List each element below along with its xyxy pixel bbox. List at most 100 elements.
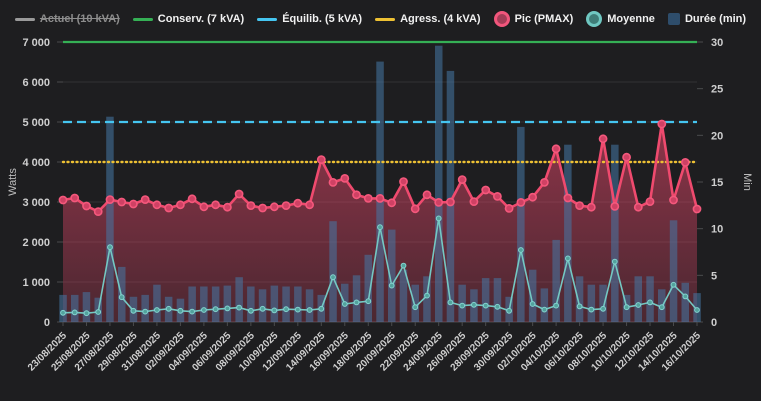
duree-bar <box>481 278 490 322</box>
data-point <box>540 177 549 187</box>
duree-bar <box>82 292 91 322</box>
data-point <box>330 274 336 281</box>
data-point <box>318 305 325 312</box>
duree-bar <box>305 289 314 322</box>
data-point <box>375 193 385 203</box>
data-point <box>234 189 244 199</box>
legend-marker-moyenne-circle-icon <box>586 11 603 27</box>
data-point <box>340 173 350 183</box>
data-point <box>236 304 243 311</box>
data-point <box>516 197 526 207</box>
data-point <box>189 308 196 315</box>
duree-bar <box>669 220 678 322</box>
duree-bar <box>141 294 149 322</box>
data-point <box>258 203 267 213</box>
duree-bar <box>493 278 502 322</box>
data-point <box>352 190 361 200</box>
data-point <box>140 195 150 204</box>
data-point <box>435 215 442 222</box>
data-point <box>445 197 455 207</box>
legend-item-equilib[interactable]: Équilib. (5 kVA) <box>257 13 362 25</box>
duree-bar <box>258 289 267 322</box>
x-axis-labels: 23/08/202525/08/202527/08/202529/08/2025… <box>26 322 703 374</box>
y-left-tick-label: 4 000 <box>22 157 50 169</box>
data-point <box>528 192 537 202</box>
data-point <box>71 309 78 316</box>
duree-bar <box>364 254 372 322</box>
data-point <box>645 197 655 206</box>
y-right-tick-label: 15 <box>711 177 723 189</box>
data-point <box>424 292 430 299</box>
duree-bar <box>106 116 114 322</box>
duree-bar <box>599 284 607 322</box>
duree-bars[interactable] <box>59 45 701 323</box>
legend-item-moyenne[interactable]: Moyenne <box>586 11 655 27</box>
legend-label-pic: Pic (PMAX) <box>514 13 574 25</box>
legend-item-pic-pmax[interactable]: Pic (PMAX) <box>493 11 574 27</box>
data-point <box>633 202 643 212</box>
data-point <box>410 204 420 214</box>
legend-marker-pic-circle-icon <box>493 11 510 27</box>
duree-bar <box>270 285 279 322</box>
pic-pmax-series[interactable] <box>58 119 702 216</box>
moyenne-series[interactable] <box>60 215 700 317</box>
duree-bar <box>71 294 79 322</box>
duree-bar <box>399 269 408 322</box>
legend-marker-conserv-line-icon <box>132 17 153 21</box>
data-point <box>271 307 278 314</box>
data-point <box>529 301 536 307</box>
data-point <box>70 193 80 203</box>
duree-bar <box>223 285 232 322</box>
data-point <box>259 305 266 312</box>
legend-item-agress[interactable]: Agress. (4 kVA) <box>375 13 481 25</box>
data-point <box>600 305 606 312</box>
data-point <box>316 155 326 164</box>
y-axis-title-watts: Watts <box>7 168 19 196</box>
duree-bar <box>552 239 560 322</box>
data-point <box>281 201 291 210</box>
data-point <box>422 190 432 200</box>
y-right-tick-label: 30 <box>711 37 723 49</box>
data-point <box>506 307 513 314</box>
data-point <box>154 307 160 313</box>
duree-bar <box>188 286 196 322</box>
y-right-tick-label: 25 <box>711 84 723 96</box>
legend-marker-duree-square-icon <box>667 13 680 25</box>
data-point <box>82 201 91 211</box>
duree-bar <box>575 276 584 322</box>
legend-label-equilib: Équilib. (5 kVA) <box>282 13 363 25</box>
duree-bar <box>153 284 161 322</box>
duree-bar <box>294 286 302 322</box>
data-point <box>283 306 290 313</box>
legend-item-duree[interactable]: Durée (min) <box>667 13 747 25</box>
data-point <box>130 307 137 314</box>
duree-bar <box>235 277 243 322</box>
data-point <box>58 195 68 205</box>
data-point <box>563 193 573 203</box>
duree-bar <box>211 286 220 322</box>
data-point <box>199 202 209 212</box>
data-point <box>269 202 279 212</box>
data-point <box>387 198 397 208</box>
data-point <box>611 258 618 265</box>
data-point <box>588 306 595 313</box>
data-point <box>353 299 360 306</box>
data-point <box>341 301 348 307</box>
data-point <box>377 224 383 231</box>
data-point <box>610 201 620 211</box>
duree-bar <box>564 144 572 322</box>
legend-label-duree: Durée (min) <box>684 13 747 25</box>
legend-item-actuel[interactable]: Actuel (10 kVA) <box>14 13 120 25</box>
data-point <box>328 177 338 187</box>
data-point <box>669 195 678 205</box>
data-point <box>105 195 115 204</box>
data-point <box>647 299 653 306</box>
data-point <box>388 282 395 289</box>
data-point <box>201 307 207 313</box>
duree-bar <box>411 284 419 322</box>
duree-bar <box>352 275 361 322</box>
legend-item-conserv[interactable]: Conserv. (7 kVA) <box>132 13 244 25</box>
data-point <box>164 203 174 213</box>
duree-bar <box>423 276 431 322</box>
